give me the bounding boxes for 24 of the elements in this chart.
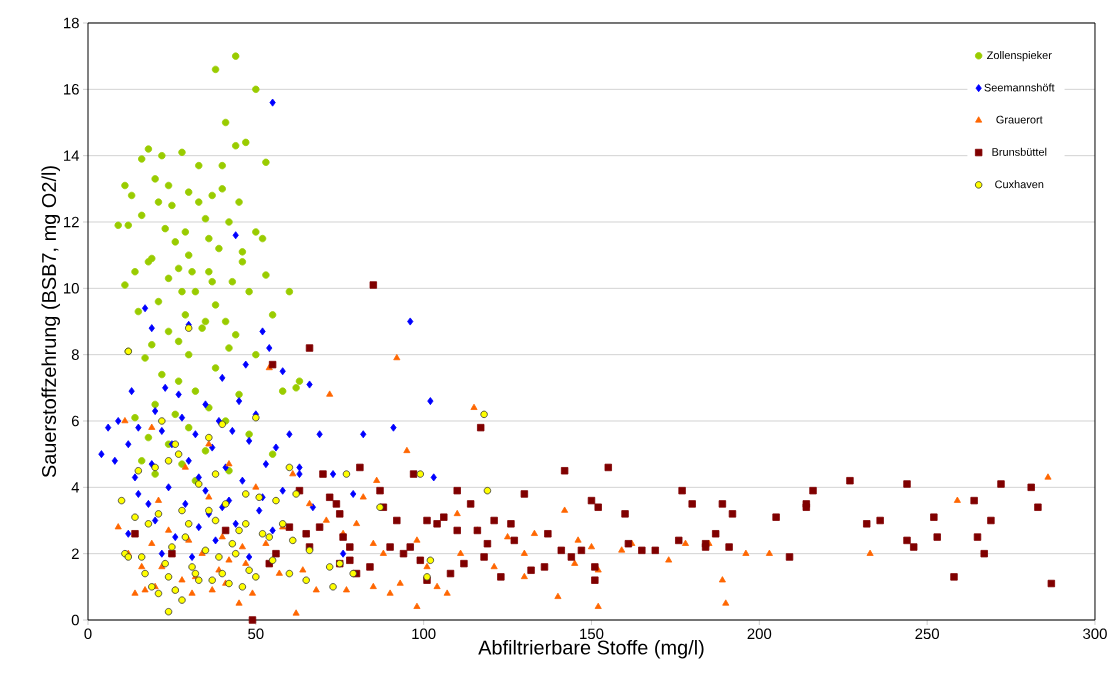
y-tick-label: 18: [64, 17, 79, 29]
y-tick-label: 4: [71, 482, 80, 493]
x-tick-label: 250: [915, 628, 940, 640]
legend-label: Cuxhaven: [995, 180, 1044, 189]
y-tick-label: 10: [64, 283, 79, 294]
x-tick-label: 100: [412, 628, 436, 640]
y-axis-title: Sauerstoffzehrung (BSB7, mg O2/l): [41, 166, 61, 478]
x-tick-label: 0: [84, 628, 92, 640]
legend-label: Seemannshöft: [984, 83, 1055, 92]
legend-label: Grauerort: [996, 115, 1043, 124]
y-tick-label: 2: [71, 548, 79, 559]
y-tick-label: 16: [64, 84, 79, 95]
legend-label: Brunsbüttel: [992, 147, 1047, 156]
y-tick-label: 14: [64, 150, 80, 161]
y-tick-label: 12: [64, 216, 79, 228]
y-tick-label: 8: [71, 349, 79, 360]
x-tick-label: 50: [248, 628, 264, 640]
legend-label: Zollenspieker: [987, 51, 1052, 62]
x-tick-label: 300: [1083, 628, 1107, 640]
x-axis-title: Abfiltrierbare Stoffe (mg/l): [478, 639, 704, 659]
y-tick-label: 0: [71, 614, 79, 626]
x-tick-label: 200: [747, 628, 772, 640]
x-tick-label: 150: [580, 628, 604, 640]
y-tick-label: 6: [71, 415, 79, 427]
